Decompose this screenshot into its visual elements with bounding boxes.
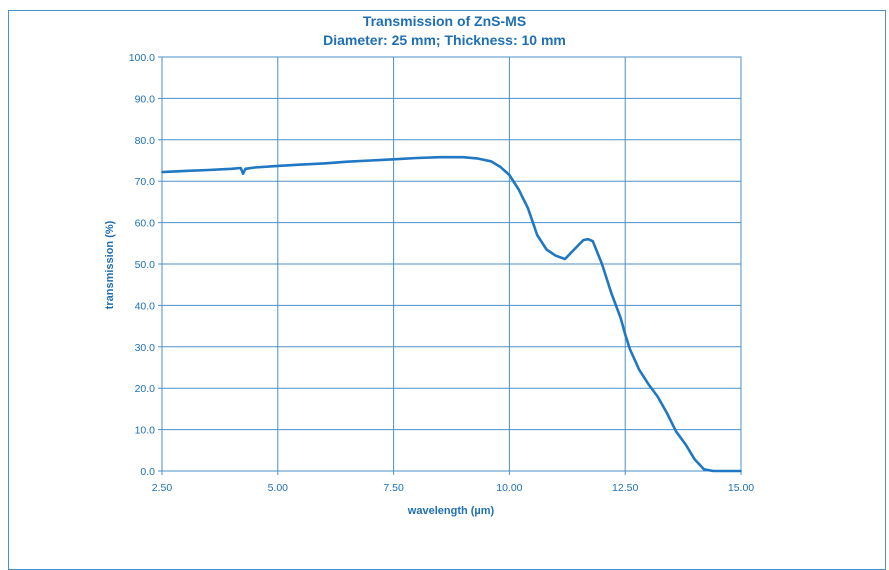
data-point xyxy=(628,347,631,350)
data-point xyxy=(161,171,163,173)
data-point xyxy=(693,458,696,461)
data-point xyxy=(582,239,585,241)
data-point xyxy=(647,383,650,385)
x-tick-label: 5.00 xyxy=(268,482,289,494)
data-point xyxy=(624,333,627,336)
data-point xyxy=(499,165,502,168)
data-point xyxy=(573,248,576,251)
data-point xyxy=(439,156,441,159)
data-point xyxy=(369,159,372,162)
data-point xyxy=(610,292,613,294)
data-point xyxy=(392,158,395,161)
tick-labels: 0.0 10.0 20.0 30.0 40.0 50.0 60.0 70.0 80.0 90.0 1… xyxy=(129,52,755,494)
data-point xyxy=(536,234,539,236)
data-point xyxy=(346,160,349,163)
data-point xyxy=(703,468,705,471)
data-point xyxy=(527,207,529,210)
data-point xyxy=(323,162,326,165)
data-point xyxy=(684,443,687,445)
data-point xyxy=(462,156,464,159)
data-point xyxy=(276,164,279,167)
y-tick-label: 40.0 xyxy=(135,300,156,312)
data-point xyxy=(545,248,548,251)
transmission-series-line xyxy=(161,155,741,473)
y-tick-label: 50.0 xyxy=(135,259,156,271)
x-axis-label: wavelength (µm) xyxy=(407,505,495,517)
x-tick-label: 12.50 xyxy=(612,482,638,494)
chart-frame xyxy=(8,10,886,570)
data-point xyxy=(554,254,557,257)
data-point xyxy=(656,395,659,398)
data-point xyxy=(740,470,742,472)
grid-lines xyxy=(158,56,742,475)
x-tick-label: 10.00 xyxy=(496,482,522,494)
x-tick-label: 7.50 xyxy=(383,482,404,494)
y-tick-label: 70.0 xyxy=(135,176,156,188)
y-axis-label: transmission (%) xyxy=(104,220,116,309)
x-tick-label: 15.00 xyxy=(728,482,754,494)
data-point xyxy=(489,160,492,163)
y-tick-label: 30.0 xyxy=(135,342,156,354)
data-point xyxy=(517,188,520,191)
data-point xyxy=(591,240,594,243)
data-point xyxy=(476,157,478,160)
data-point xyxy=(207,169,210,171)
data-point xyxy=(601,263,603,265)
data-point xyxy=(184,169,187,172)
chart-subtitle: Diameter: 25 mm; Thickness: 10 mm xyxy=(323,32,566,48)
data-point xyxy=(619,316,622,319)
data-point xyxy=(239,167,242,169)
data-point xyxy=(665,412,668,414)
x-tick-label: 2.50 xyxy=(152,482,173,494)
plot-area-border xyxy=(161,56,742,472)
data-point xyxy=(712,470,715,472)
y-tick-label: 80.0 xyxy=(135,135,156,147)
y-tick-label: 90.0 xyxy=(135,93,156,105)
data-point xyxy=(300,163,302,166)
chart-plot: 0.0 10.0 20.0 30.0 40.0 50.0 60.0 70.0 80.0 90.0 1… xyxy=(104,52,755,517)
data-point xyxy=(564,258,566,260)
chart-title: Transmission of ZnS-MS xyxy=(362,13,527,29)
data-point xyxy=(244,167,247,170)
y-tick-label: 60.0 xyxy=(135,218,156,230)
data-point xyxy=(638,368,640,371)
data-point xyxy=(415,157,418,159)
y-tick-label: 10.0 xyxy=(135,425,156,437)
data-series xyxy=(161,155,742,473)
y-tick-label: 100.0 xyxy=(129,52,155,64)
y-tick-label: 20.0 xyxy=(135,383,156,395)
data-point xyxy=(675,430,678,433)
data-point xyxy=(230,167,233,170)
data-point xyxy=(242,172,244,175)
data-point xyxy=(587,238,590,241)
y-tick-label: 0.0 xyxy=(140,466,155,478)
data-point xyxy=(253,166,256,169)
data-point xyxy=(508,174,511,176)
